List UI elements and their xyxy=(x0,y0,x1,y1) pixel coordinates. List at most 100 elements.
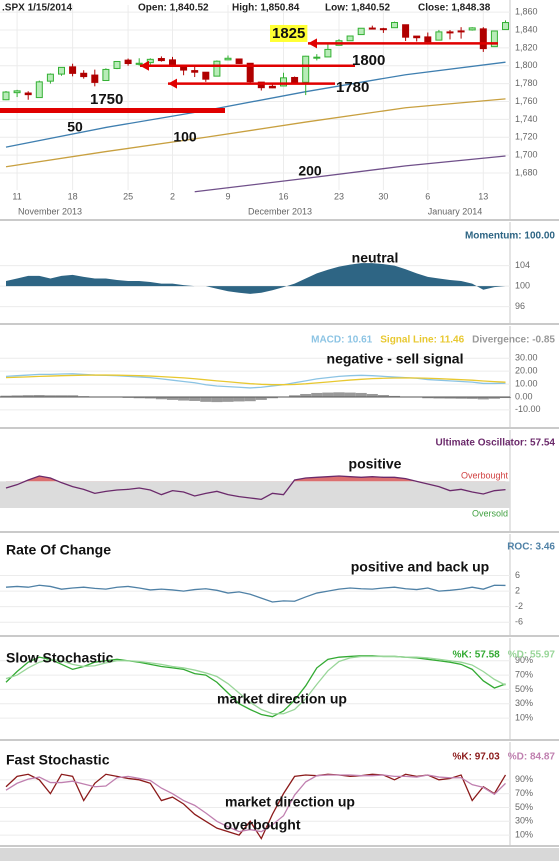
y-tick-label: 50% xyxy=(515,802,533,812)
y-tick-label: 104 xyxy=(515,260,530,270)
x-tick-label: 30 xyxy=(378,191,388,201)
level-arrow xyxy=(168,78,177,89)
candle-body xyxy=(280,77,287,87)
level-label: 1825 xyxy=(272,25,305,42)
legend-entry: ROC: 3.46 xyxy=(507,542,555,553)
histogram-bar xyxy=(22,395,34,397)
level-arrow xyxy=(308,38,317,49)
y-tick-label: 30% xyxy=(515,698,533,708)
indicator-line xyxy=(5,655,506,715)
annotation: neutral xyxy=(352,250,399,266)
moving-average-label: 100 xyxy=(173,129,197,145)
x-tick-label: 18 xyxy=(68,191,78,201)
candle-body xyxy=(13,90,21,94)
candle-body xyxy=(357,27,365,36)
histogram-bar xyxy=(178,396,190,401)
candle-body xyxy=(379,28,387,31)
y-tick-label: 10% xyxy=(515,712,533,722)
y-tick-label: -10.00 xyxy=(515,404,541,414)
histogram-bar xyxy=(11,395,23,397)
level-label: 1750 xyxy=(90,91,123,108)
histogram-bar xyxy=(33,395,45,397)
histogram-bar xyxy=(144,396,156,399)
legend-entry: MACD: 10.61 xyxy=(311,335,373,346)
indicator-line xyxy=(5,475,506,501)
candle-body xyxy=(479,28,487,50)
histogram-bar xyxy=(444,396,456,399)
legend-entry: %D: 55.97 xyxy=(508,650,556,661)
level-arrow xyxy=(140,60,149,71)
y-tick-label: 0.00 xyxy=(515,391,533,401)
histogram-bar xyxy=(133,396,145,399)
candle-body xyxy=(169,59,176,66)
legend-entry: %D: 84.87 xyxy=(508,752,556,763)
histogram-bar xyxy=(488,396,500,399)
y-tick-label: -2 xyxy=(515,601,523,611)
quote-value: Open: 1,840.52 xyxy=(138,3,209,14)
y-tick-label: 96 xyxy=(515,301,525,311)
candle-body xyxy=(302,55,310,83)
quote-value: Low: 1,840.52 xyxy=(325,3,390,14)
y-tick-label: 1,780 xyxy=(515,78,538,88)
y-tick-label: 6 xyxy=(515,570,520,580)
y-tick-label: 1,760 xyxy=(515,96,538,106)
x-tick-label: 16 xyxy=(278,191,288,201)
y-tick-label: 30% xyxy=(515,816,533,826)
legend-entry: %K: 97.03 xyxy=(453,752,501,763)
panel-title: Slow Stochastic xyxy=(6,650,114,666)
histogram-bar xyxy=(300,393,312,397)
candle-body xyxy=(157,58,165,62)
level-label: 1780 xyxy=(336,79,369,96)
candle-body xyxy=(424,36,432,43)
quote-value: High: 1,850.84 xyxy=(232,3,300,14)
legend-entry: Momentum: 100.00 xyxy=(465,231,555,242)
histogram-bar xyxy=(466,396,478,399)
candle-body xyxy=(91,74,99,83)
candle-body xyxy=(146,58,154,64)
panel-title: Fast Stochastic xyxy=(6,752,110,768)
annotation: positive and back up xyxy=(351,559,489,575)
candle-body xyxy=(246,62,254,83)
candle-body xyxy=(502,22,509,31)
candle-body xyxy=(213,60,221,77)
moving-average-line xyxy=(5,61,506,148)
y-tick-label: 1,820 xyxy=(515,42,538,52)
candle-body xyxy=(324,48,332,58)
x-tick-label: 6 xyxy=(425,191,430,201)
oscillator-band xyxy=(0,481,510,508)
histogram-bar xyxy=(200,396,212,402)
annotation: market direction up xyxy=(217,691,347,707)
annotation: market direction up xyxy=(225,794,355,810)
level-label-highlight xyxy=(270,24,308,42)
histogram-bar xyxy=(388,395,401,397)
indicator-line xyxy=(5,374,506,386)
histogram-bar xyxy=(366,393,378,397)
histogram-bar xyxy=(499,396,512,399)
histogram-bar xyxy=(255,396,267,400)
histogram-bar xyxy=(433,396,445,399)
x-tick-label: 23 xyxy=(334,191,344,201)
y-tick-label: 1,860 xyxy=(515,7,538,17)
y-tick-label: 1,740 xyxy=(515,114,538,124)
histogram-bar xyxy=(0,395,12,397)
legend-entry: Signal Line: 11.46 xyxy=(380,335,464,346)
x-tick-label: 2 xyxy=(170,191,175,201)
oversold-label: Oversold xyxy=(472,508,508,518)
panel-title: Rate Of Change xyxy=(6,542,111,558)
annotation: positive xyxy=(349,456,402,472)
y-tick-label: 10.00 xyxy=(515,378,538,388)
y-tick-label: 30.00 xyxy=(515,353,538,363)
candle-body xyxy=(257,81,265,89)
x-tick-label: 9 xyxy=(225,191,230,201)
y-tick-label: 1,700 xyxy=(515,150,538,160)
histogram-bar xyxy=(189,396,201,401)
candle-body xyxy=(69,66,77,74)
histogram-bar xyxy=(311,392,323,397)
month-label: November 2013 xyxy=(18,206,82,216)
histogram-bar xyxy=(377,395,389,397)
y-tick-label: 2 xyxy=(515,585,520,595)
candle-body xyxy=(113,60,121,69)
histogram-bar xyxy=(233,396,245,402)
histogram-bar xyxy=(55,395,68,397)
